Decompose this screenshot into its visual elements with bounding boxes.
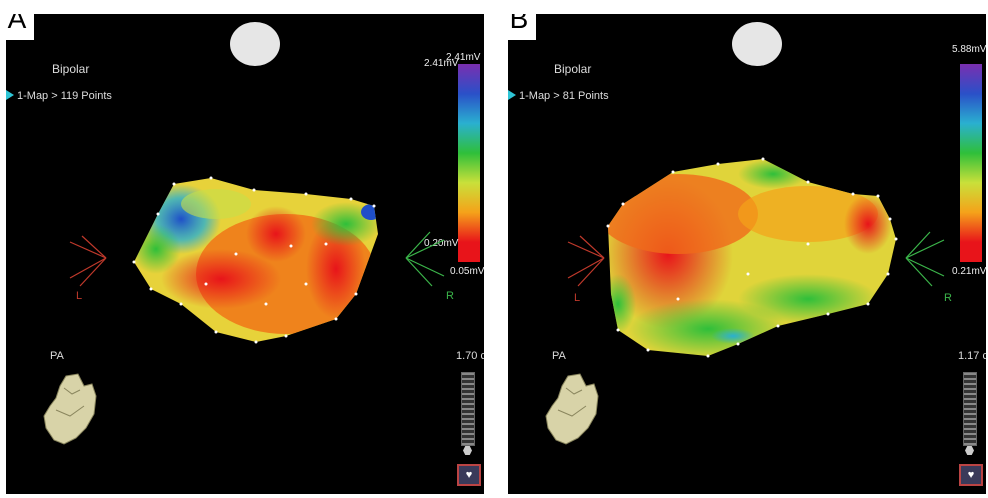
triangle-marker-icon — [508, 90, 516, 100]
heart-model-icon — [43, 373, 97, 445]
axis-left-label: L — [574, 292, 581, 304]
map-label-text: 1-Map > 81 Points — [519, 90, 609, 102]
voltage-map-a — [132, 176, 378, 344]
voltage-map-b — [606, 157, 898, 358]
map-label[interactable]: 1-Map > 81 Points — [508, 90, 609, 102]
hexagon-icon — [463, 446, 472, 455]
scale-max-label: 2.41mV — [446, 52, 481, 63]
mode-label: Bipolar — [554, 62, 592, 76]
axis-right-label: R — [944, 292, 952, 304]
distance-label: 1.17 cm — [958, 350, 986, 362]
right-axis-indicator — [405, 231, 445, 287]
heart-model-icon — [545, 373, 599, 445]
triangle-marker-icon — [6, 90, 14, 100]
distance-label: 1.70 cm — [456, 350, 484, 362]
mode-label: Bipolar — [52, 62, 90, 76]
scale-bottom-label: 0.21mV — [952, 266, 986, 277]
right-axis-indicator — [905, 231, 945, 287]
zoom-ruler[interactable] — [461, 372, 475, 446]
axis-left-label: L — [76, 290, 83, 302]
view-label: PA — [50, 350, 64, 362]
scale-bottom-label: 0.05mV — [450, 266, 484, 277]
scale-threshold-label: 0.20mV — [424, 238, 459, 249]
view-label: PA — [552, 350, 566, 362]
voltage-color-scale — [960, 64, 982, 262]
orientation-disc — [230, 22, 280, 66]
orientation-disc — [732, 22, 782, 66]
scale-top-label: 2.41mV — [424, 58, 459, 69]
panel-letter: A — [6, 14, 34, 40]
left-axis-indicator — [567, 235, 605, 287]
scale-max-label: 5.88mV — [952, 44, 986, 55]
heart-view-button[interactable]: ♥ — [959, 464, 983, 486]
map-label[interactable]: 1-Map > 119 Points — [6, 90, 112, 102]
heart-view-button[interactable]: ♥ — [457, 464, 481, 486]
panel-a: A Bipolar 1-Map > 119 Points 2.41mV 2.41… — [6, 14, 484, 494]
axis-right-label: R — [446, 290, 454, 302]
voltage-color-scale — [458, 64, 480, 262]
panel-letter: B — [508, 14, 536, 40]
map-label-text: 1-Map > 119 Points — [17, 90, 112, 102]
left-axis-indicator — [69, 235, 107, 287]
hexagon-icon — [965, 446, 974, 455]
zoom-ruler[interactable] — [963, 372, 977, 446]
panel-b: B Bipolar 1-Map > 81 Points 5.88mV 0.21m… — [508, 14, 986, 494]
